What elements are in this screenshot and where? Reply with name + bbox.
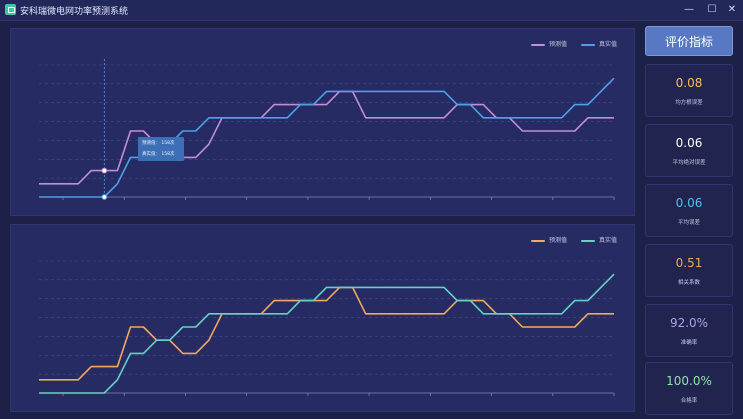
- tooltip-predicted-value: 预测值： 158次: [142, 141, 175, 146]
- legend-label-predicted: 预测值: [549, 41, 568, 48]
- chart-tooltip: 预测值： 158次 真实值： 158次: [138, 137, 184, 161]
- metric-card-accuracy: 92.0% 准确率: [645, 304, 733, 357]
- legend-item-predicted[interactable]: 预测值: [531, 39, 567, 48]
- app-icon: [5, 4, 16, 15]
- legend-item-predicted[interactable]: 预测值: [531, 235, 567, 244]
- prediction-chart-top: 预测值 真实值: [10, 28, 635, 216]
- chart-legend: 预测值 真实值: [519, 39, 617, 49]
- metric-card-correlation: 0.51 相关系数: [645, 244, 733, 297]
- series-line-actual: [39, 77, 615, 198]
- metric-value-rmse: 0.08: [675, 76, 703, 90]
- legend-swatch-predicted: [531, 43, 546, 46]
- minimize-button[interactable]: —: [684, 4, 694, 15]
- legend-swatch-predicted: [531, 239, 546, 242]
- metric-label-accuracy: 准确率: [680, 340, 698, 346]
- metric-value-mae: 0.06: [675, 136, 703, 150]
- evaluation-metrics-button[interactable]: 评价指标: [645, 26, 733, 56]
- series-line-predicted: [39, 286, 614, 381]
- metric-label-pass-rate: 合格率: [680, 398, 698, 404]
- metric-value-pass-rate: 100.0%: [666, 374, 712, 388]
- metric-value-correlation: 0.51: [675, 256, 703, 270]
- hover-point-actual: [101, 194, 108, 200]
- legend-swatch-actual: [580, 43, 595, 46]
- legend-item-actual[interactable]: 真实值: [580, 39, 617, 48]
- line-chart-bottom: [39, 260, 615, 396]
- metric-label-mean-error: 平均误差: [677, 220, 700, 226]
- hover-point-predicted: [101, 167, 108, 174]
- prediction-chart-bottom: 预测值 真实值: [10, 224, 635, 412]
- legend-swatch-actual: [580, 239, 595, 242]
- metric-label-correlation: 相关系数: [677, 280, 700, 286]
- legend-item-actual[interactable]: 真实值: [580, 235, 617, 244]
- close-button[interactable]: ✕: [727, 4, 737, 15]
- metric-value-mean-error: 0.06: [675, 196, 703, 210]
- legend-label-actual: 真实值: [598, 41, 617, 48]
- window-title: 安科瑞微电网功率预测系统: [20, 7, 129, 17]
- metric-label-mae: 平均绝对误差: [672, 160, 706, 166]
- legend-label-actual: 真实值: [598, 237, 617, 244]
- metric-value-accuracy: 92.0%: [669, 316, 709, 330]
- metric-card-mae: 0.06 平均绝对误差: [645, 124, 733, 177]
- chart-legend: 预测值 真实值: [519, 235, 617, 245]
- series-line-predicted: [39, 90, 614, 185]
- metric-label-rmse: 均方根误差: [675, 100, 703, 106]
- title-bar: 安科瑞微电网功率预测系统 — ☐ ✕: [0, 0, 743, 21]
- series-line-actual: [39, 273, 615, 394]
- maximize-button[interactable]: ☐: [707, 4, 717, 15]
- metric-card-mean-error: 0.06 平均误差: [645, 184, 733, 237]
- legend-label-predicted: 预测值: [549, 237, 568, 244]
- metric-card-rmse: 0.08 均方根误差: [645, 64, 733, 117]
- line-chart-top: [39, 59, 615, 200]
- tooltip-actual-value: 真实值： 158次: [142, 152, 175, 157]
- metric-card-pass-rate: 100.0% 合格率: [645, 362, 733, 415]
